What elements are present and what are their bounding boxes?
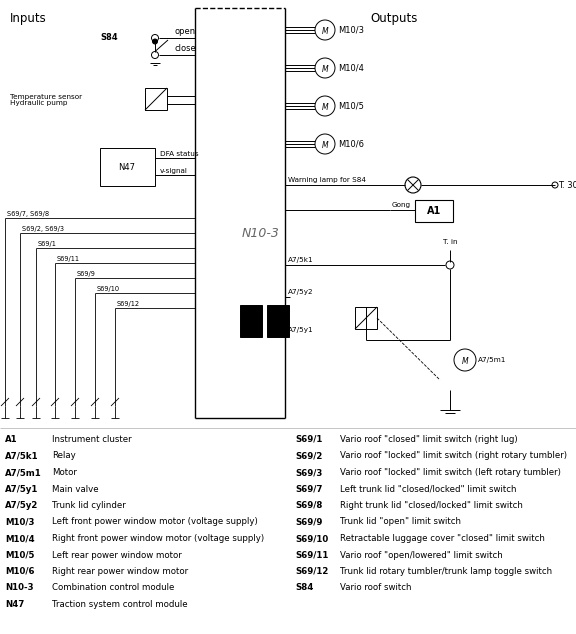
Text: M: M (321, 65, 328, 74)
Text: M10/5: M10/5 (5, 550, 35, 559)
Text: S69/11: S69/11 (295, 550, 328, 559)
Text: Left trunk lid "closed/locked" limit switch: Left trunk lid "closed/locked" limit swi… (340, 484, 517, 493)
Text: Left front power window motor (voltage supply): Left front power window motor (voltage s… (52, 517, 257, 526)
Text: A7/5y2: A7/5y2 (5, 501, 39, 510)
Text: v-signal: v-signal (160, 168, 188, 174)
Text: Main valve: Main valve (52, 484, 98, 493)
Bar (100, 148, 155, 186)
Text: S69/10: S69/10 (295, 534, 328, 543)
Bar (267, 305, 289, 337)
Text: Inputs: Inputs (10, 12, 47, 25)
Text: Vario roof "closed" limit switch (right lug): Vario roof "closed" limit switch (right … (340, 435, 518, 444)
Text: Instrument cluster: Instrument cluster (52, 435, 132, 444)
Text: M10/6: M10/6 (338, 139, 364, 148)
Text: N10-3: N10-3 (242, 227, 280, 240)
Text: Right rear power window motor: Right rear power window motor (52, 567, 188, 576)
Text: M10/5: M10/5 (338, 101, 364, 110)
Text: M: M (321, 103, 328, 112)
Text: Outputs: Outputs (370, 12, 418, 25)
Circle shape (315, 20, 335, 40)
Text: M10/4: M10/4 (338, 63, 364, 72)
Text: S69/2, S69/3: S69/2, S69/3 (22, 226, 64, 232)
Text: Trunk lid "open" limit switch: Trunk lid "open" limit switch (340, 517, 461, 526)
Text: M: M (321, 27, 328, 36)
Text: A7/5m1: A7/5m1 (478, 357, 506, 363)
Text: S69/2: S69/2 (295, 451, 323, 460)
Circle shape (315, 96, 335, 116)
Text: Relay: Relay (52, 451, 76, 460)
Text: M10/4: M10/4 (5, 534, 35, 543)
Text: A1: A1 (427, 206, 441, 216)
Text: T. 30: T. 30 (558, 181, 576, 190)
Circle shape (315, 134, 335, 154)
Text: S69/7, S69/8: S69/7, S69/8 (7, 211, 49, 217)
Text: A7/5k1: A7/5k1 (288, 257, 313, 263)
Text: Temperature sensor
Hydraulic pump: Temperature sensor Hydraulic pump (10, 93, 82, 107)
Bar (145, 88, 167, 110)
Bar (415, 200, 453, 222)
Text: Gong: Gong (392, 202, 411, 208)
Text: open: open (175, 27, 196, 36)
Text: Motor: Motor (52, 468, 77, 477)
Text: S84: S84 (295, 583, 313, 593)
Text: S69/12: S69/12 (295, 567, 328, 576)
Text: Combination control module: Combination control module (52, 583, 175, 593)
Text: DFA status: DFA status (160, 151, 199, 157)
Text: Vario roof "locked" limit switch (left rotary tumbler): Vario roof "locked" limit switch (left r… (340, 468, 561, 477)
Text: Warning lamp for S84: Warning lamp for S84 (288, 177, 366, 183)
Text: A7/5k1: A7/5k1 (5, 451, 39, 460)
Text: N47: N47 (5, 600, 24, 609)
Text: S69/11: S69/11 (57, 256, 80, 262)
Text: N47: N47 (119, 162, 135, 172)
Text: S69/8: S69/8 (295, 501, 323, 510)
Text: S69/7: S69/7 (295, 484, 323, 493)
Text: S69/1: S69/1 (38, 241, 57, 247)
Circle shape (315, 58, 335, 78)
Text: S69/10: S69/10 (97, 286, 120, 292)
Text: A1: A1 (5, 435, 18, 444)
Circle shape (153, 39, 157, 44)
Text: M10/3: M10/3 (338, 25, 364, 34)
Text: M: M (462, 356, 468, 365)
Text: M10/3: M10/3 (5, 517, 35, 526)
Text: A7/5y1: A7/5y1 (5, 484, 39, 493)
Text: Traction system control module: Traction system control module (52, 600, 188, 609)
Text: Right front power window motor (voltage supply): Right front power window motor (voltage … (52, 534, 264, 543)
Text: close: close (174, 44, 196, 53)
Text: Right trunk lid "closed/locked" limit switch: Right trunk lid "closed/locked" limit sw… (340, 501, 523, 510)
Text: Retractable luggage cover "closed" limit switch: Retractable luggage cover "closed" limit… (340, 534, 545, 543)
Text: S69/3: S69/3 (295, 468, 323, 477)
Bar (240, 305, 262, 337)
Text: S84: S84 (100, 34, 118, 42)
Text: S69/12: S69/12 (117, 301, 140, 307)
Text: M10/6: M10/6 (5, 567, 35, 576)
Text: M: M (321, 141, 328, 150)
Text: Left rear power window motor: Left rear power window motor (52, 550, 182, 559)
Text: S69/9: S69/9 (295, 517, 323, 526)
Circle shape (454, 349, 476, 371)
Text: Vario roof "open/lowered" limit switch: Vario roof "open/lowered" limit switch (340, 550, 503, 559)
Text: S69/9: S69/9 (77, 271, 96, 277)
Text: A7/5m1: A7/5m1 (5, 468, 41, 477)
Text: A7/5y2: A7/5y2 (288, 289, 313, 295)
Text: S69/1: S69/1 (295, 435, 323, 444)
Text: Vario roof "locked" limit switch (right rotary tumbler): Vario roof "locked" limit switch (right … (340, 451, 567, 460)
Text: T. in: T. in (443, 239, 457, 245)
Text: Trunk lid rotary tumbler/trunk lamp toggle switch: Trunk lid rotary tumbler/trunk lamp togg… (340, 567, 552, 576)
Bar (355, 307, 377, 329)
Text: N10-3: N10-3 (5, 583, 33, 593)
Text: A7/5y1: A7/5y1 (288, 327, 313, 333)
Text: Trunk lid cylinder: Trunk lid cylinder (52, 501, 126, 510)
Text: Vario roof switch: Vario roof switch (340, 583, 411, 593)
